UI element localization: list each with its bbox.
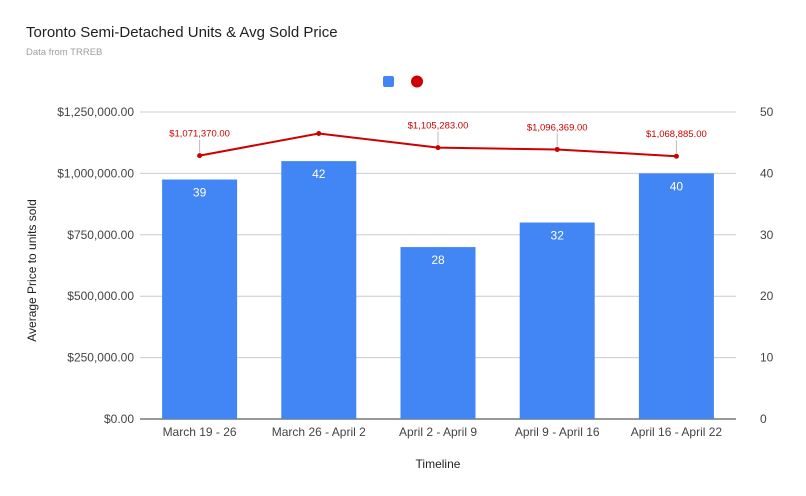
x-tick-label: April 9 - April 16 [515,425,600,439]
y-tick-label: $750,000.00 [67,228,134,242]
y-tick-label: $500,000.00 [67,289,134,303]
line-data-label: $1,096,369.00 [527,122,588,133]
bar-data-label: 39 [193,186,207,200]
x-tick-label: March 26 - April 2 [272,425,366,439]
y-tick-label: $1,000,000.00 [57,166,134,180]
x-tick-label: April 16 - April 22 [631,425,723,439]
y-axis-title: Average Price to units sold [25,199,39,342]
y-tick-label: $1,250,000.00 [57,105,134,119]
y2-tick-label: 10 [760,351,774,365]
x-tick-label: April 2 - April 9 [399,425,477,439]
chart-title: Toronto Semi-Detached Units & Avg Sold P… [26,24,338,41]
bar [162,179,238,419]
line-data-label: $1,068,885.00 [646,129,707,140]
y2-tick-label: 50 [760,105,774,119]
bar [400,247,476,419]
chart-subtitle: Data from TRREB [26,47,103,58]
bar [638,173,714,419]
x-tick-label: March 19 - 26 [163,425,237,439]
legend-line-marker [411,75,423,88]
y2-tick-label: 40 [760,166,774,180]
y-tick-label: $0.00 [104,412,134,426]
line-point [197,153,203,159]
line-point [435,145,441,151]
line-point [316,130,322,136]
line-point [673,153,679,159]
bar-data-label: 28 [431,253,445,267]
bar [281,161,357,419]
y2-tick-label: 0 [760,412,767,426]
legend-bar-marker [383,76,394,87]
bar-data-label: 42 [312,167,326,181]
y2-tick-label: 20 [760,289,774,303]
y2-tick-label: 30 [760,228,774,242]
line-data-label: $1,105,283.00 [408,121,469,132]
line-data-label: $1,071,370.00 [169,129,230,140]
bar-data-label: 40 [670,179,684,193]
y-tick-label: $250,000.00 [67,351,134,365]
line-point [554,146,560,152]
x-axis-title: Timeline [416,457,461,471]
bar [519,222,595,419]
bar-data-label: 32 [551,229,565,243]
